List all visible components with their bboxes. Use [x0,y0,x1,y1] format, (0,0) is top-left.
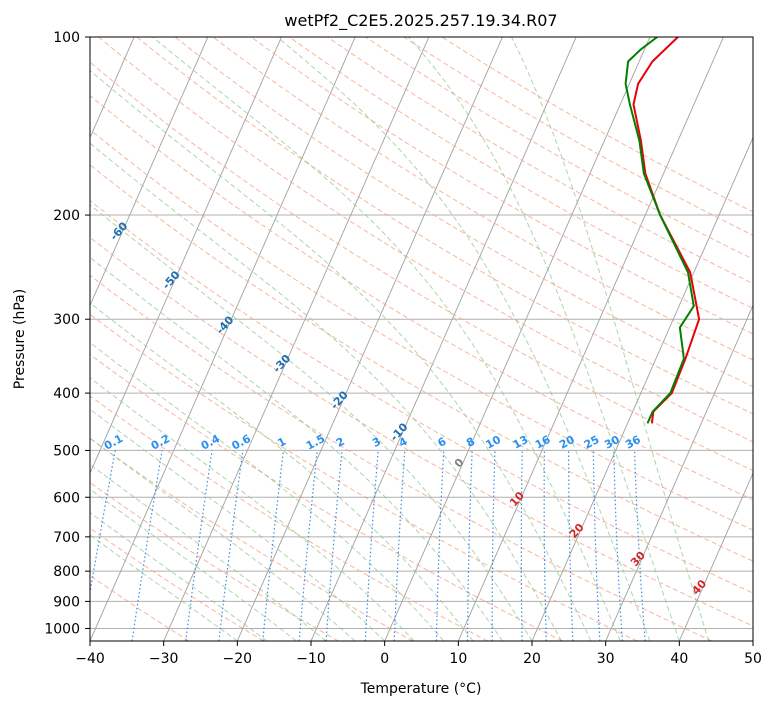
mixing-ratio-line [90,450,116,596]
dry-adiabat-line [90,313,638,641]
mixing-ratio-line [218,450,244,641]
dry-adiabat-line [90,199,753,594]
dry-adiabat-line [289,37,753,310]
isotherm-line [163,37,430,641]
y-axis-label: Pressure (hPa) [12,289,28,389]
dry-adiabat-line [98,37,753,443]
isotherm-line [90,37,209,307]
y-tick-label: 100 [53,30,80,46]
isotherm-line [384,37,651,641]
isotherm-line [605,304,753,641]
moist-adiabat-line [90,437,356,641]
dry-adiabat-line [441,37,753,213]
x-axis-label: Temperature (°C) [360,681,482,697]
x-tick-label: −30 [149,651,179,667]
moist-adiabat-line [152,37,621,641]
isotherm-line [310,37,577,641]
dry-adiabat-line [90,129,753,531]
moist-adiabat-line [408,37,680,641]
x-tick-label: 50 [744,651,762,667]
y-tick-label: 600 [53,490,80,506]
dry-adiabat-line [250,37,753,335]
y-tick-label: 400 [53,386,80,402]
moist-adiabat-line [90,408,386,641]
x-tick-label: 40 [670,651,688,667]
background-lines [90,37,753,641]
moist-adiabat-line [276,37,651,641]
y-tick-label: 500 [53,443,80,459]
dry-adiabat-line [90,61,753,472]
x-tick-label: −20 [223,651,253,667]
plot-frame [89,36,754,642]
mixing-ratio-label: 36 [623,433,643,452]
moist-adiabat-line [90,142,562,641]
mixing-ratio-label: 10 [483,433,503,452]
x-tick-label: −40 [75,651,105,667]
mixing-ratio-label: 16 [533,433,553,452]
moist-adiabat-line [90,377,415,641]
x-tick-label: 0 [380,651,389,667]
dry-adiabat-line [90,481,339,641]
dry-adiabat-line [136,37,753,415]
moist-adiabat-line [511,37,710,641]
isotherm-line [678,472,753,641]
isotherm-line [457,37,724,641]
dry-adiabat-line [90,236,753,627]
y-tick-label: 300 [53,312,80,328]
mixing-ratio-label: 20 [557,433,577,452]
isotherm-line [236,37,503,641]
dewpoint-profile-line [624,37,695,424]
dry-adiabat-line [90,94,753,501]
chart-title: wetPf2_C2E5.2025.257.19.34.R07 [284,11,557,31]
dry-adiabat-line [403,37,753,236]
x-tick-label: 20 [523,651,541,667]
isotherm-line [90,37,282,475]
moist-adiabat-line [90,488,297,641]
moist-adiabat-line [90,534,238,641]
mixing-ratio-label: 13 [511,433,531,452]
isotherm-line [531,136,753,641]
isotherm-line [90,37,356,641]
dry-adiabat-line [174,37,753,388]
y-axis: 100 200 300 400 500 600 700 800 900 1000 [44,30,90,637]
mixing-ratio-line [131,450,163,641]
dry-adiabat-line [90,527,264,641]
dry-adiabat-line [90,164,753,562]
x-tick-label: 10 [449,651,467,667]
y-tick-label: 800 [53,564,80,580]
moist-adiabat-line [90,256,503,641]
y-tick-label: 900 [53,594,80,610]
x-tick-label: −10 [296,651,326,667]
y-tick-label: 200 [53,208,80,224]
mixing-ratio-label: 25 [582,433,602,452]
moist-adiabat-line [90,69,592,641]
mixing-ratio-line [185,450,213,641]
y-tick-label: 700 [53,530,80,546]
y-tick-label: 1000 [44,621,80,637]
x-axis: −40 −30 −20 −10 0 10 20 30 40 50 [75,641,762,667]
mixing-ratio-label: 30 [602,433,622,452]
profile-lines [624,37,701,424]
moist-adiabat-line [90,512,268,641]
dry-adiabat-line [90,274,712,641]
moist-adiabat-line [90,204,533,641]
x-tick-label: 30 [597,651,615,667]
